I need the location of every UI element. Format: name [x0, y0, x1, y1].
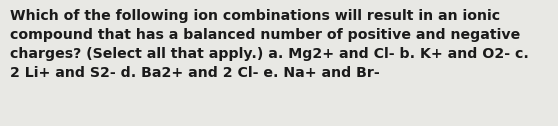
Text: Which of the following ion combinations will result in an ionic
compound that ha: Which of the following ion combinations … — [10, 9, 529, 80]
